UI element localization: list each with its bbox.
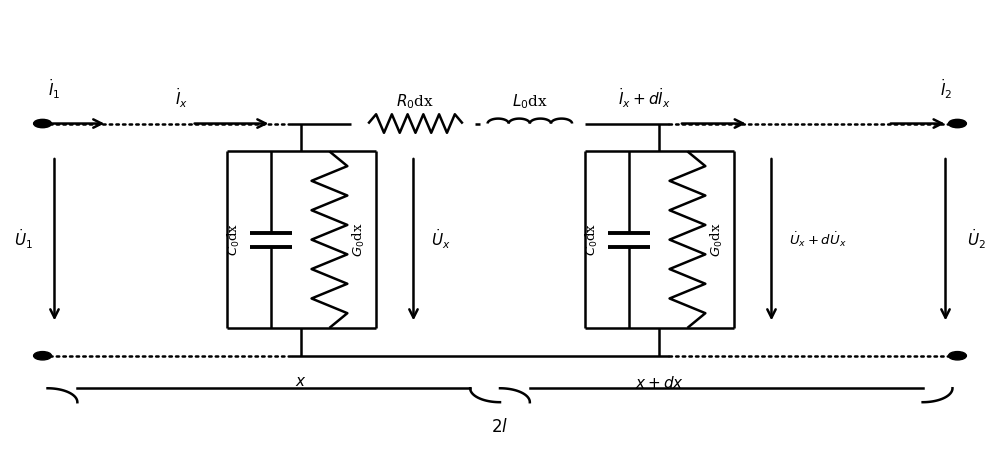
Circle shape bbox=[948, 119, 966, 128]
Text: $\dot{U}_1$: $\dot{U}_1$ bbox=[14, 228, 33, 251]
Text: $\dot{U}_2$: $\dot{U}_2$ bbox=[967, 228, 986, 251]
Text: $2l$: $2l$ bbox=[491, 418, 509, 437]
Circle shape bbox=[34, 352, 52, 360]
Text: $\dot{U}_x$: $\dot{U}_x$ bbox=[431, 228, 451, 251]
Text: $\dot{U}_x+d\dot{U}_x$: $\dot{U}_x+d\dot{U}_x$ bbox=[789, 230, 847, 249]
Text: $L_0$dx: $L_0$dx bbox=[512, 92, 548, 110]
Text: $\dot{I}_2$: $\dot{I}_2$ bbox=[940, 77, 952, 101]
Text: $R_0$dx: $R_0$dx bbox=[396, 92, 434, 110]
Text: $G_0$dx: $G_0$dx bbox=[351, 222, 367, 257]
Circle shape bbox=[34, 119, 52, 128]
Text: $\dot{I}_x+d\dot{I}_x$: $\dot{I}_x+d\dot{I}_x$ bbox=[618, 86, 671, 110]
Circle shape bbox=[948, 352, 966, 360]
Text: $C_0$dx: $C_0$dx bbox=[583, 223, 600, 256]
Text: $\dot{I}_x$: $\dot{I}_x$ bbox=[175, 86, 188, 110]
Text: $x+dx$: $x+dx$ bbox=[635, 375, 684, 391]
Text: $\dot{I}_1$: $\dot{I}_1$ bbox=[48, 77, 60, 101]
Text: $x$: $x$ bbox=[295, 375, 307, 389]
Text: $C_0$dx: $C_0$dx bbox=[225, 223, 242, 256]
Text: $G_0$dx: $G_0$dx bbox=[709, 222, 725, 257]
